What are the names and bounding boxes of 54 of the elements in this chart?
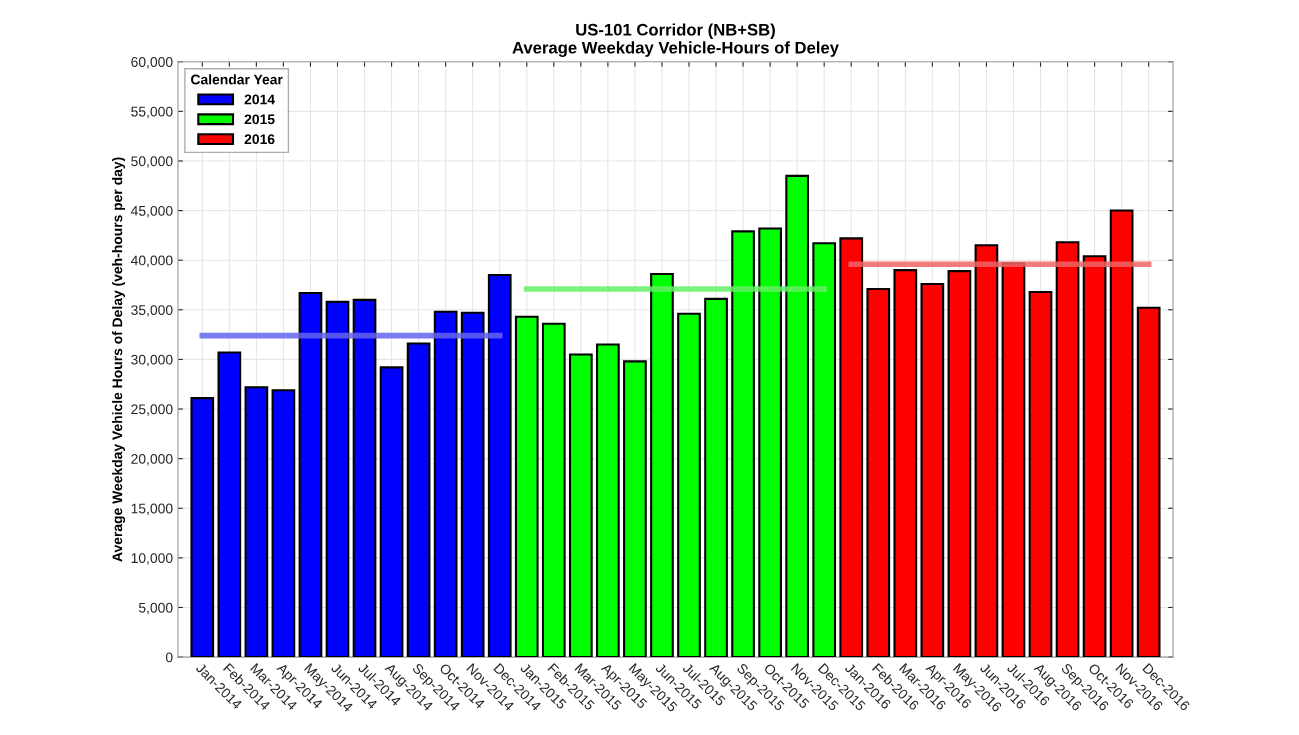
bar	[1082, 255, 1107, 658]
legend-label: 2014	[244, 94, 275, 105]
y-tick-label: 50,000	[131, 156, 173, 168]
bar	[866, 287, 891, 658]
y-tick-label: 20,000	[131, 453, 173, 466]
y-tick-label: 15,000	[131, 503, 173, 516]
bar	[623, 360, 647, 658]
bar	[271, 389, 296, 658]
bar	[1136, 306, 1161, 658]
bar	[920, 282, 945, 658]
bar	[325, 300, 350, 658]
bar	[839, 237, 864, 658]
bar	[893, 269, 918, 658]
bar	[352, 298, 377, 658]
y-tick-label: 10,000	[131, 553, 173, 565]
bar	[298, 291, 323, 658]
bar	[1055, 241, 1080, 658]
bar	[650, 273, 674, 658]
bar	[190, 397, 215, 658]
bar	[487, 274, 512, 658]
legend-label: 2016	[244, 134, 275, 145]
bar	[812, 242, 837, 658]
bar	[947, 270, 972, 658]
y-tick-label: 35,000	[131, 305, 173, 317]
bar	[406, 342, 431, 658]
bar	[785, 174, 810, 658]
legend-title: Calendar Year	[191, 74, 283, 85]
y-tick-label: 0	[165, 652, 173, 663]
y-tick-label: 30,000	[131, 354, 173, 367]
bar	[568, 353, 593, 658]
bar	[244, 386, 269, 658]
y-tick-label: 60,000	[131, 57, 173, 69]
bar	[731, 230, 755, 658]
y-tick-label: 5,000	[138, 602, 173, 615]
bar	[677, 312, 701, 658]
bar	[460, 311, 485, 658]
y-tick-label: 40,000	[130, 255, 173, 267]
y-tick-label: 55,000	[131, 106, 173, 119]
bar	[1028, 290, 1053, 658]
legend-label: 2015	[244, 114, 275, 125]
y-tick-label: 45,000	[130, 205, 173, 218]
bar	[596, 343, 620, 658]
bar	[433, 310, 458, 658]
bar	[758, 227, 782, 658]
bar	[217, 351, 242, 658]
bar	[974, 244, 999, 658]
bar	[1109, 209, 1134, 658]
bar	[704, 297, 728, 658]
bar	[541, 322, 566, 658]
bar	[379, 366, 404, 658]
y-tick-label: 25,000	[131, 404, 173, 416]
y-axis-title: Average Weekday Vehicle Hours of Delay (veh-hours per day)	[112, 157, 126, 562]
chart-title: US-101 Corridor (NB+SB) Average Weekday Vehicle-Hours of Deley	[512, 23, 839, 57]
bar	[514, 315, 539, 658]
